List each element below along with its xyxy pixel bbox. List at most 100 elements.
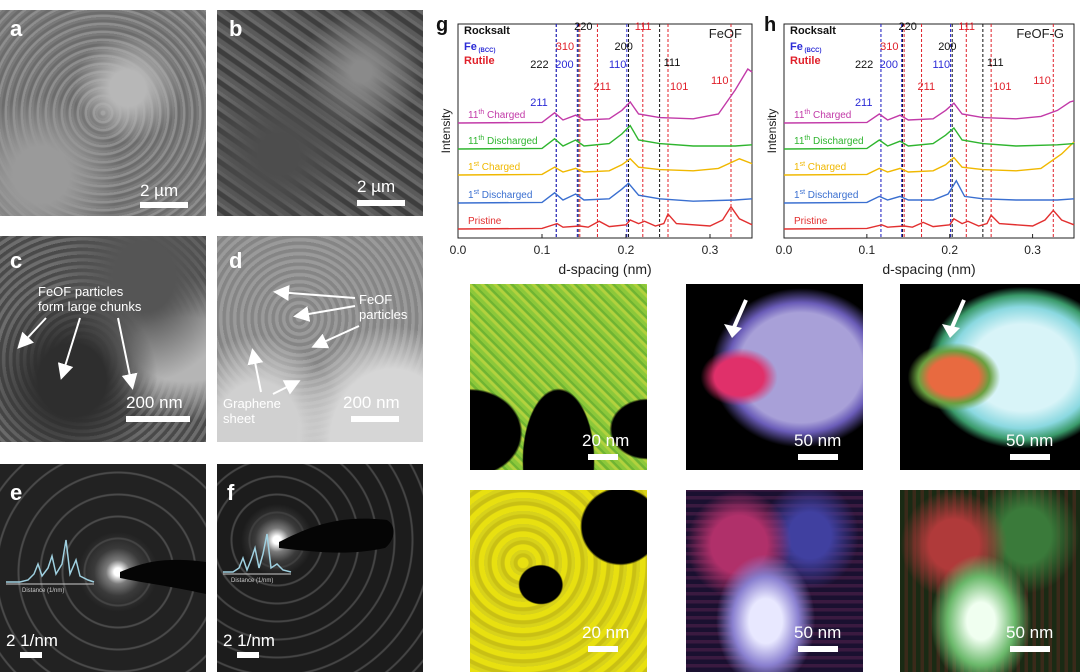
legend-entry: Rocksalt <box>790 25 836 37</box>
scale-bar <box>351 416 399 422</box>
series-label-part: Charged <box>805 162 846 173</box>
x-tick-label: 0.2 <box>941 243 958 257</box>
scale-bar-label: 2 µm <box>357 177 396 196</box>
series-label: 11th Discharged <box>468 135 538 147</box>
scale-bar <box>237 652 259 658</box>
annotation-line: sheet <box>223 411 255 426</box>
series-line <box>783 141 1075 176</box>
scale-bar-label: 2 1/nm <box>6 631 58 650</box>
annotation-arrows <box>247 284 360 395</box>
reference-hkl-label: 111 <box>958 21 975 33</box>
panel-j-eds-map: j 20 nm <box>470 490 647 672</box>
reference-hkl-label: 110 <box>1033 75 1051 87</box>
series-label: 11th Charged <box>794 109 851 121</box>
reference-hkl-label: 211 <box>855 97 873 109</box>
plot-frame <box>783 23 1075 239</box>
annotation-feof-particles-chunks: FeOF particles form large chunks <box>38 284 141 314</box>
series-line <box>783 179 1075 204</box>
series-line <box>783 100 1075 124</box>
reference-hkl-label: 200 <box>880 59 898 71</box>
inset-axis-label: Distance (1/nm) <box>22 588 65 594</box>
series-label: Pristine <box>468 216 502 227</box>
annotation-line: FeOF particles <box>38 284 124 299</box>
legend-entry: Rutile <box>464 55 495 67</box>
panel-k-eds-map: k 50 nm <box>686 284 863 470</box>
annotation-line: particles <box>359 307 408 322</box>
series-label-superscript: th <box>804 135 810 142</box>
panel-label: b <box>229 16 243 41</box>
series-label-part: Discharged <box>805 190 858 201</box>
series-label: 1st Discharged <box>794 189 858 201</box>
panel-label: f <box>227 480 235 505</box>
series-label-part: 1 <box>468 190 474 201</box>
reference-hkl-label: 310 <box>556 41 574 53</box>
panel-b-sem-image: b 2 µm <box>217 10 423 216</box>
scale-bar <box>798 646 838 652</box>
x-tick-label: 0.3 <box>702 243 719 257</box>
x-tick-label: 0.0 <box>776 243 793 257</box>
x-tick-label: 0.3 <box>1024 243 1041 257</box>
series-line <box>457 124 753 150</box>
legend-entry-name: Fe <box>790 41 803 53</box>
series-label-part: 11 <box>794 136 805 147</box>
series-label-superscript: st <box>800 189 806 196</box>
scale-bar-label: 20 nm <box>582 431 630 450</box>
reference-hkl-label: 200 <box>615 41 633 53</box>
scale-bar-label: 50 nm <box>1006 623 1054 642</box>
series-label-superscript: th <box>804 109 810 116</box>
x-tick-label: 0.2 <box>618 243 635 257</box>
reference-hkl-label: 220 <box>898 21 916 33</box>
reference-hkl-label: 101 <box>670 81 688 93</box>
scale-bar <box>126 416 190 422</box>
beam-stopper <box>223 518 394 575</box>
series-label-part: Discharged <box>810 136 863 147</box>
panel-n-eds-map: n 50 nm <box>900 490 1080 672</box>
reference-hkl-label: 222 <box>530 59 548 71</box>
series-line <box>783 126 1075 150</box>
arrow <box>293 305 356 322</box>
panel-label-h: h <box>764 14 777 36</box>
series-line <box>457 205 753 230</box>
annotation-line: form large chunks <box>38 299 142 314</box>
arrow <box>272 380 301 395</box>
series-label-part: Charged <box>484 110 525 121</box>
reference-hkl-label: 101 <box>993 81 1011 93</box>
series-label-part: Charged <box>810 110 851 121</box>
pointer-arrow <box>942 299 966 338</box>
panel-label: e <box>10 480 23 505</box>
reference-hkl-label: 110 <box>609 59 627 71</box>
series-label-part: 11 <box>468 136 479 147</box>
annotation-feof-particles: FeOF particles <box>359 292 407 322</box>
panel-c-tem-image: c FeOF particles form large chunks 200 n… <box>0 236 206 442</box>
reference-hkl-label: 211 <box>530 97 548 109</box>
reference-hkl-label: 211 <box>593 81 611 93</box>
plot-frame <box>457 23 753 239</box>
scale-bar <box>588 646 618 652</box>
series-label: 1st Discharged <box>468 189 532 201</box>
x-axis-label: d-spacing (nm) <box>882 261 975 277</box>
scale-bar-label: 20 nm <box>582 623 630 642</box>
reference-hkl-label: 111 <box>635 21 652 33</box>
panel-i-eds-map: i 20 nm <box>470 284 647 470</box>
series-label: 1st Charged <box>468 161 520 173</box>
legend-entry-name: Fe <box>464 41 477 53</box>
scale-bar-label: 50 nm <box>794 431 842 450</box>
legend-entry-subscript: (BCC) <box>803 48 822 54</box>
reference-hkl-label: 211 <box>918 81 936 93</box>
scale-bar-label: 50 nm <box>794 623 842 642</box>
scale-bar <box>588 454 618 460</box>
annotation-line: FeOF <box>359 292 393 307</box>
reference-hkl-label: 220 <box>574 21 592 33</box>
legend-entry-subscript: (BCC) <box>477 48 496 54</box>
reference-hkl-label: 110 <box>933 59 951 71</box>
arrow <box>57 317 81 380</box>
panel-label: a <box>10 16 23 41</box>
x-tick-label: 0.1 <box>859 243 876 257</box>
series-label: 1st Charged <box>794 161 846 173</box>
series-label-part: 11 <box>794 110 805 121</box>
arrow <box>17 317 47 349</box>
inset-intensity-profile <box>6 539 95 583</box>
series-label-superscript: th <box>478 135 484 142</box>
series-label-superscript: st <box>474 189 480 196</box>
series-label: Pristine <box>794 216 828 227</box>
